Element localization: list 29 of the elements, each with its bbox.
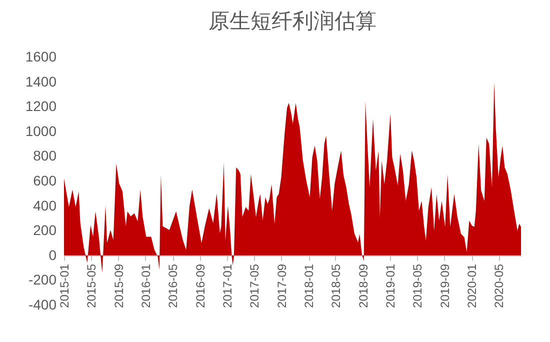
x-tick-label: 2018-09: [356, 264, 370, 308]
x-tick-label: 2017-09: [274, 264, 289, 308]
x-tick-label: 2020-01: [465, 264, 480, 308]
x-tick-label: 2017-05: [247, 264, 262, 308]
x-tick-label: 2016-05: [166, 264, 180, 308]
y-tick-label: 1200: [25, 98, 57, 114]
x-tick-label: 2018-01: [302, 264, 316, 308]
y-tick-label: -400: [28, 296, 57, 312]
y-tick-label: 1000: [25, 122, 57, 139]
y-tick-label: 0: [48, 246, 57, 263]
x-tick-label: 2020-05: [492, 264, 506, 308]
x-tick-label: 2019-01: [384, 264, 398, 308]
y-tick-label: 200: [33, 222, 57, 238]
chart-title: 原生短纤利润估算: [208, 9, 376, 33]
x-tick-label: 2016-09: [193, 264, 208, 308]
y-tick-label: 800: [33, 148, 57, 164]
x-tick-label: 2018-05: [328, 264, 343, 308]
y-tick-label: 1600: [25, 48, 57, 64]
x-tick-label: 2015-09: [112, 264, 126, 308]
x-tick-label: 2016-01: [138, 264, 153, 308]
x-tick-label: 2017-01: [220, 264, 235, 308]
x-tick-label: 2015-01: [58, 264, 72, 308]
y-tick-label: 1400: [25, 73, 57, 90]
y-tick-label: 600: [33, 172, 57, 188]
y-tick-label: 400: [33, 197, 57, 214]
y-tick-label: -200: [28, 272, 57, 288]
x-tick-label: 2019-09: [438, 264, 452, 308]
x-tick-label: 2015-05: [84, 264, 98, 308]
x-tick-label: 2019-05: [410, 264, 424, 308]
